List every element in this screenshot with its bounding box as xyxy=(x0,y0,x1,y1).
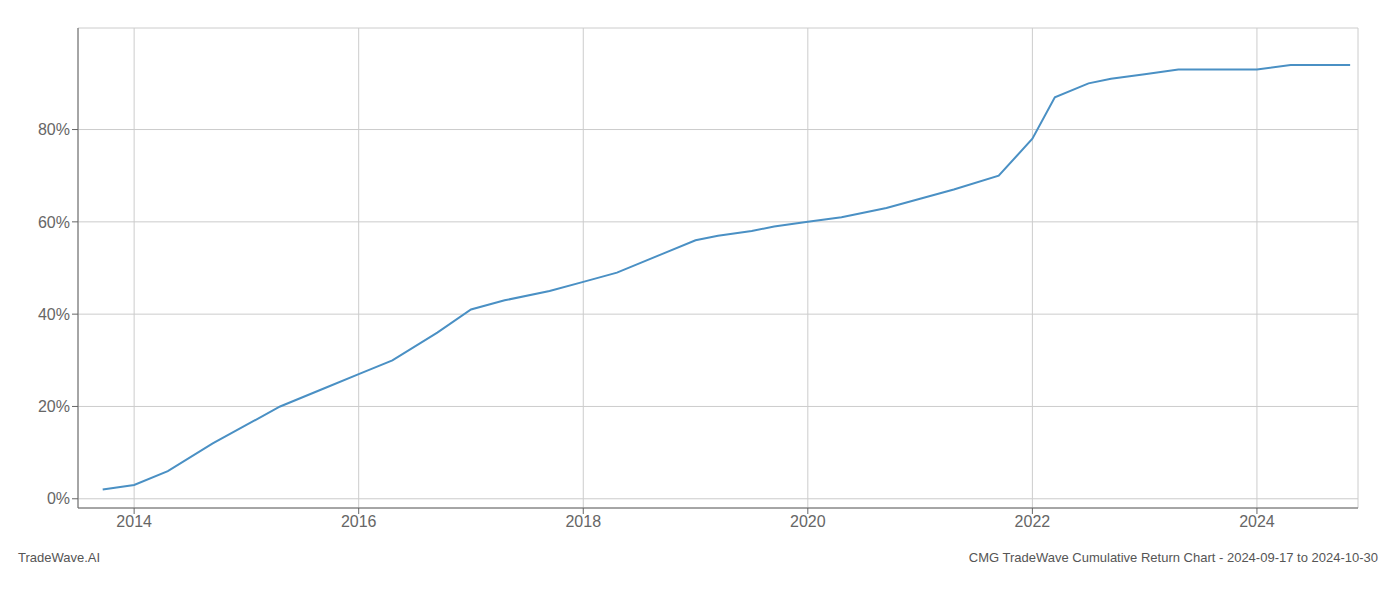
html-text:CMG TradeWave Cumulative Retur: CMG TradeWave Cumulative Return Chart - … xyxy=(968,550,1378,565)
svg-text:2018: 2018 xyxy=(565,513,601,530)
svg-text:2020: 2020 xyxy=(790,513,826,530)
svg-text:0%: 0% xyxy=(47,490,70,507)
svg-text:2016: 2016 xyxy=(341,513,377,530)
svg-text:20%: 20% xyxy=(38,398,70,415)
svg-text:80%: 80% xyxy=(38,121,70,138)
html-text:TradeWave.AI: TradeWave.AI xyxy=(18,550,101,565)
svg-text:2022: 2022 xyxy=(1015,513,1051,530)
svg-text:60%: 60% xyxy=(38,214,70,231)
svg-text:2014: 2014 xyxy=(116,513,152,530)
svg-text:40%: 40% xyxy=(38,306,70,323)
svg-text:2024: 2024 xyxy=(1239,513,1275,530)
